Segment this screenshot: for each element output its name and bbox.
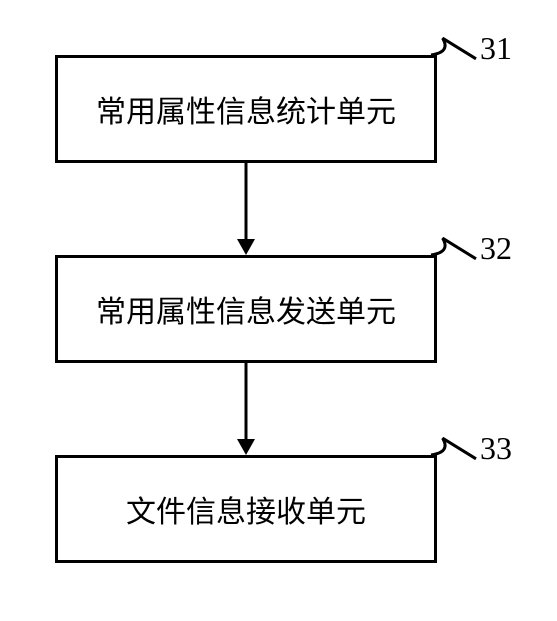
- node-box-1: 常用属性信息统计单元: [55, 55, 437, 163]
- node-label-1: 常用属性信息统计单元: [96, 87, 396, 131]
- node-label-2: 常用属性信息发送单元: [96, 287, 396, 331]
- node-box-2: 常用属性信息发送单元: [55, 255, 437, 363]
- node-ref-3: 33: [480, 430, 512, 467]
- node-label-3: 文件信息接收单元: [126, 487, 366, 531]
- leaders-group: [431, 38, 476, 459]
- node-ref-1: 31: [480, 30, 512, 67]
- node-box-3: 文件信息接收单元: [55, 455, 437, 563]
- node-ref-2: 32: [480, 230, 512, 267]
- diagram-canvas: 常用属性信息统计单元 31 常用属性信息发送单元 32 文件信息接收单元 33: [0, 0, 557, 621]
